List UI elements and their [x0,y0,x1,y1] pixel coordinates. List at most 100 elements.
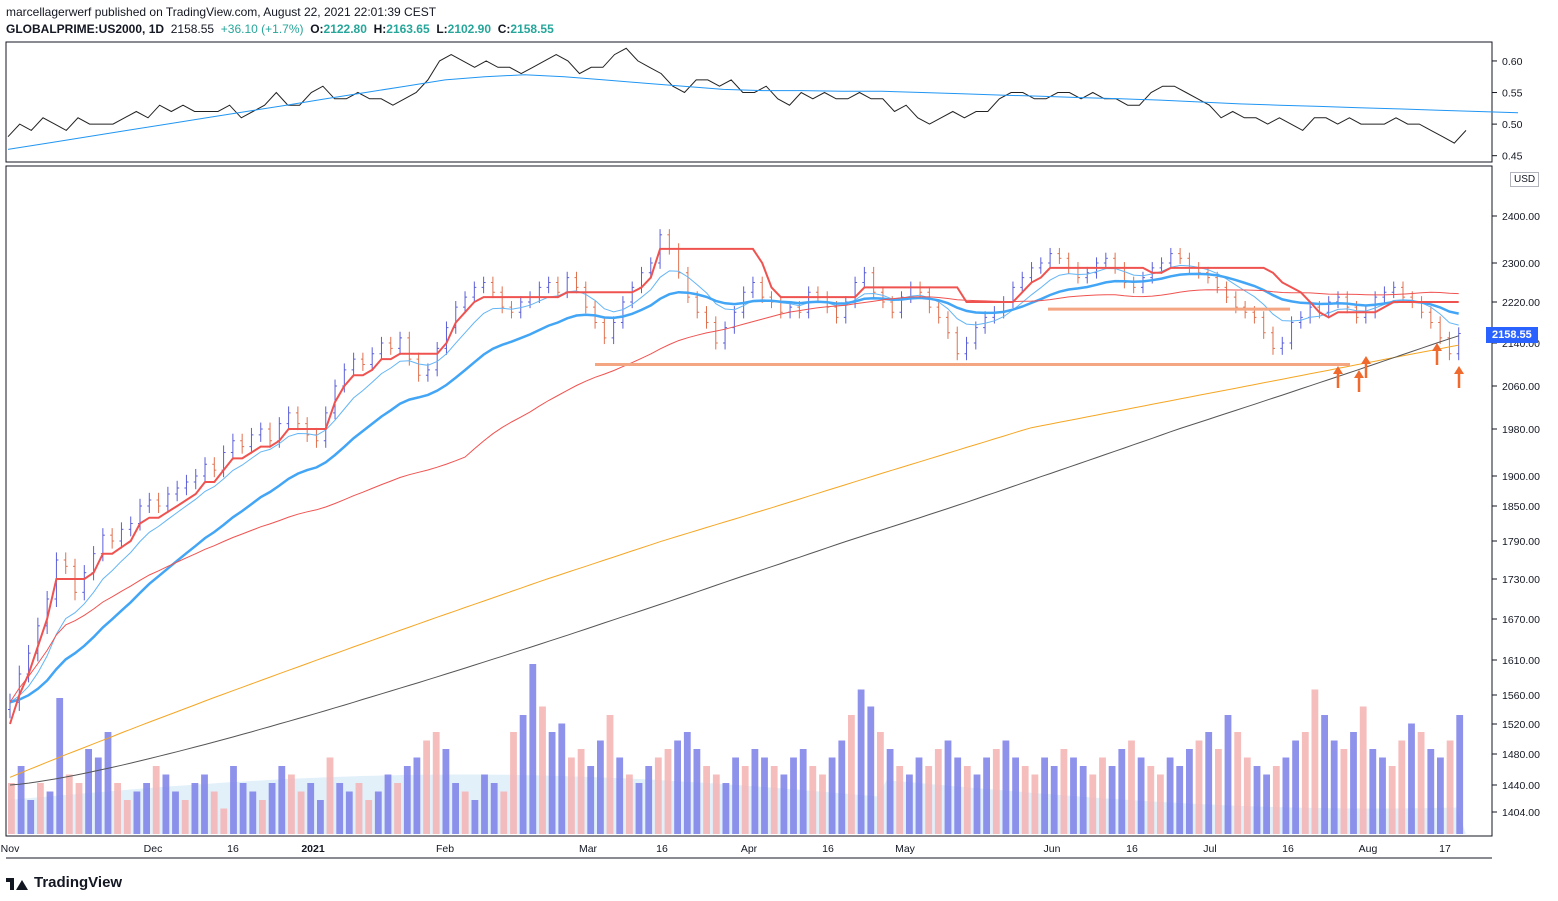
volume-bar [1041,757,1048,834]
volume-bar [1002,740,1010,834]
volume-bar [963,766,971,834]
tradingview-logo-icon [6,876,28,890]
volume-bar [510,732,517,834]
open-value: 2122.80 [323,22,367,36]
volume-bar [345,791,353,834]
volume-bar [809,766,817,834]
price-tick-label: 2220.00 [1502,297,1540,309]
volume-bar [1234,732,1242,834]
volume-bar [1128,740,1135,834]
volume-bar [307,783,315,834]
volume-bar [741,766,749,834]
volume-bar [973,774,981,834]
volume-bar [461,791,469,834]
volume-bar [1021,766,1029,834]
volume-bar [1060,749,1068,834]
annotation-layer [595,307,1464,392]
volume-bar [799,749,807,834]
price-pane[interactable] [8,229,1461,786]
volume-bar [394,783,401,834]
volume-bar [1195,740,1203,834]
volume-bar [317,800,324,834]
volume-bar [568,757,575,834]
volume-bar [152,766,160,834]
price-tick-label: 1404.00 [1502,807,1540,819]
volume-bar [1437,757,1444,834]
sma-100-line [9,344,1459,778]
currency-label[interactable]: USD [1510,172,1540,187]
volume-bar [249,791,257,834]
volume-bar [1243,757,1251,834]
volume-bar [471,800,479,834]
volume-bar [558,723,566,834]
price-tick-label: 2400.00 [1502,211,1540,223]
relative-strength-pane[interactable] [7,47,1519,150]
volume-bar [683,732,691,834]
volume-bar [1070,757,1077,834]
tradingview-brand[interactable]: TradingView [6,874,122,891]
volume-bar [326,757,334,834]
chart-frame [5,41,1493,859]
volume-bar [75,783,83,834]
price-tick-label: 1670.00 [1502,614,1540,626]
volume-bar [500,791,508,834]
rs-pane-border [5,41,1493,163]
volume-bar [626,774,633,834]
symbol-name[interactable]: GLOBALPRIME:US2000, 1D [6,22,165,36]
volume-bar [1272,766,1280,834]
price-tick-label: 1440.00 [1502,780,1540,792]
time-tick-label: 17 [1439,843,1451,855]
volume-bar [432,732,440,834]
volume-bar [1147,766,1155,834]
volume-bar [1263,774,1270,834]
volume-bar [1137,757,1145,834]
axes: 0.600.550.500.452400.002300.002220.00214… [1,56,1540,855]
volume-bar [857,689,865,834]
volume-bar [877,732,884,834]
rs-tick-label: 0.50 [1502,119,1523,131]
volume-bar [259,800,266,834]
volume-bar [954,757,962,834]
rs-tick-label: 0.45 [1502,151,1523,163]
volume-bar [1099,757,1106,834]
volume-bar [886,749,894,834]
volume-bar [191,783,199,834]
time-tick-label: Jul [1203,843,1216,855]
volume-bar [1456,715,1464,834]
price-tick-label: 1900.00 [1502,471,1540,483]
volume-bar [577,749,585,834]
time-tick-label: May [895,843,916,855]
volume-bar [896,766,904,834]
high-value: 2163.65 [386,22,430,36]
volume-bar [944,740,952,834]
volume-bar [606,715,614,834]
volume-bar [915,757,923,834]
volume-bar [442,749,450,834]
sma-50-line [9,289,1459,703]
volume-bar [384,774,392,834]
time-tick-label: Mar [579,843,598,855]
volume-bar [56,698,64,834]
time-tick-label: 16 [822,843,834,855]
volume-bar [8,783,15,834]
volume-bar [220,808,228,834]
rs-line [7,47,1467,144]
volume-bar [848,715,855,834]
volume-bar [664,749,672,834]
time-tick-label: 16 [1282,843,1294,855]
time-tick-label: Dec [144,843,163,855]
volume-bar [123,800,131,834]
time-tick-label: 16 [227,843,239,855]
high-label: H: [373,22,387,36]
volume-bar [790,757,797,834]
volume-bar [452,783,459,834]
ema-fast-line [9,264,1459,703]
volume-bar [1118,749,1126,834]
price-tick-label: 1730.00 [1502,574,1540,586]
price-tick-label: 1980.00 [1502,424,1540,436]
volume-bar [1215,749,1222,834]
volume-bar [1166,757,1174,834]
time-tick-label: Aug [1359,843,1378,855]
price-tick-label: 1790.00 [1502,536,1540,548]
